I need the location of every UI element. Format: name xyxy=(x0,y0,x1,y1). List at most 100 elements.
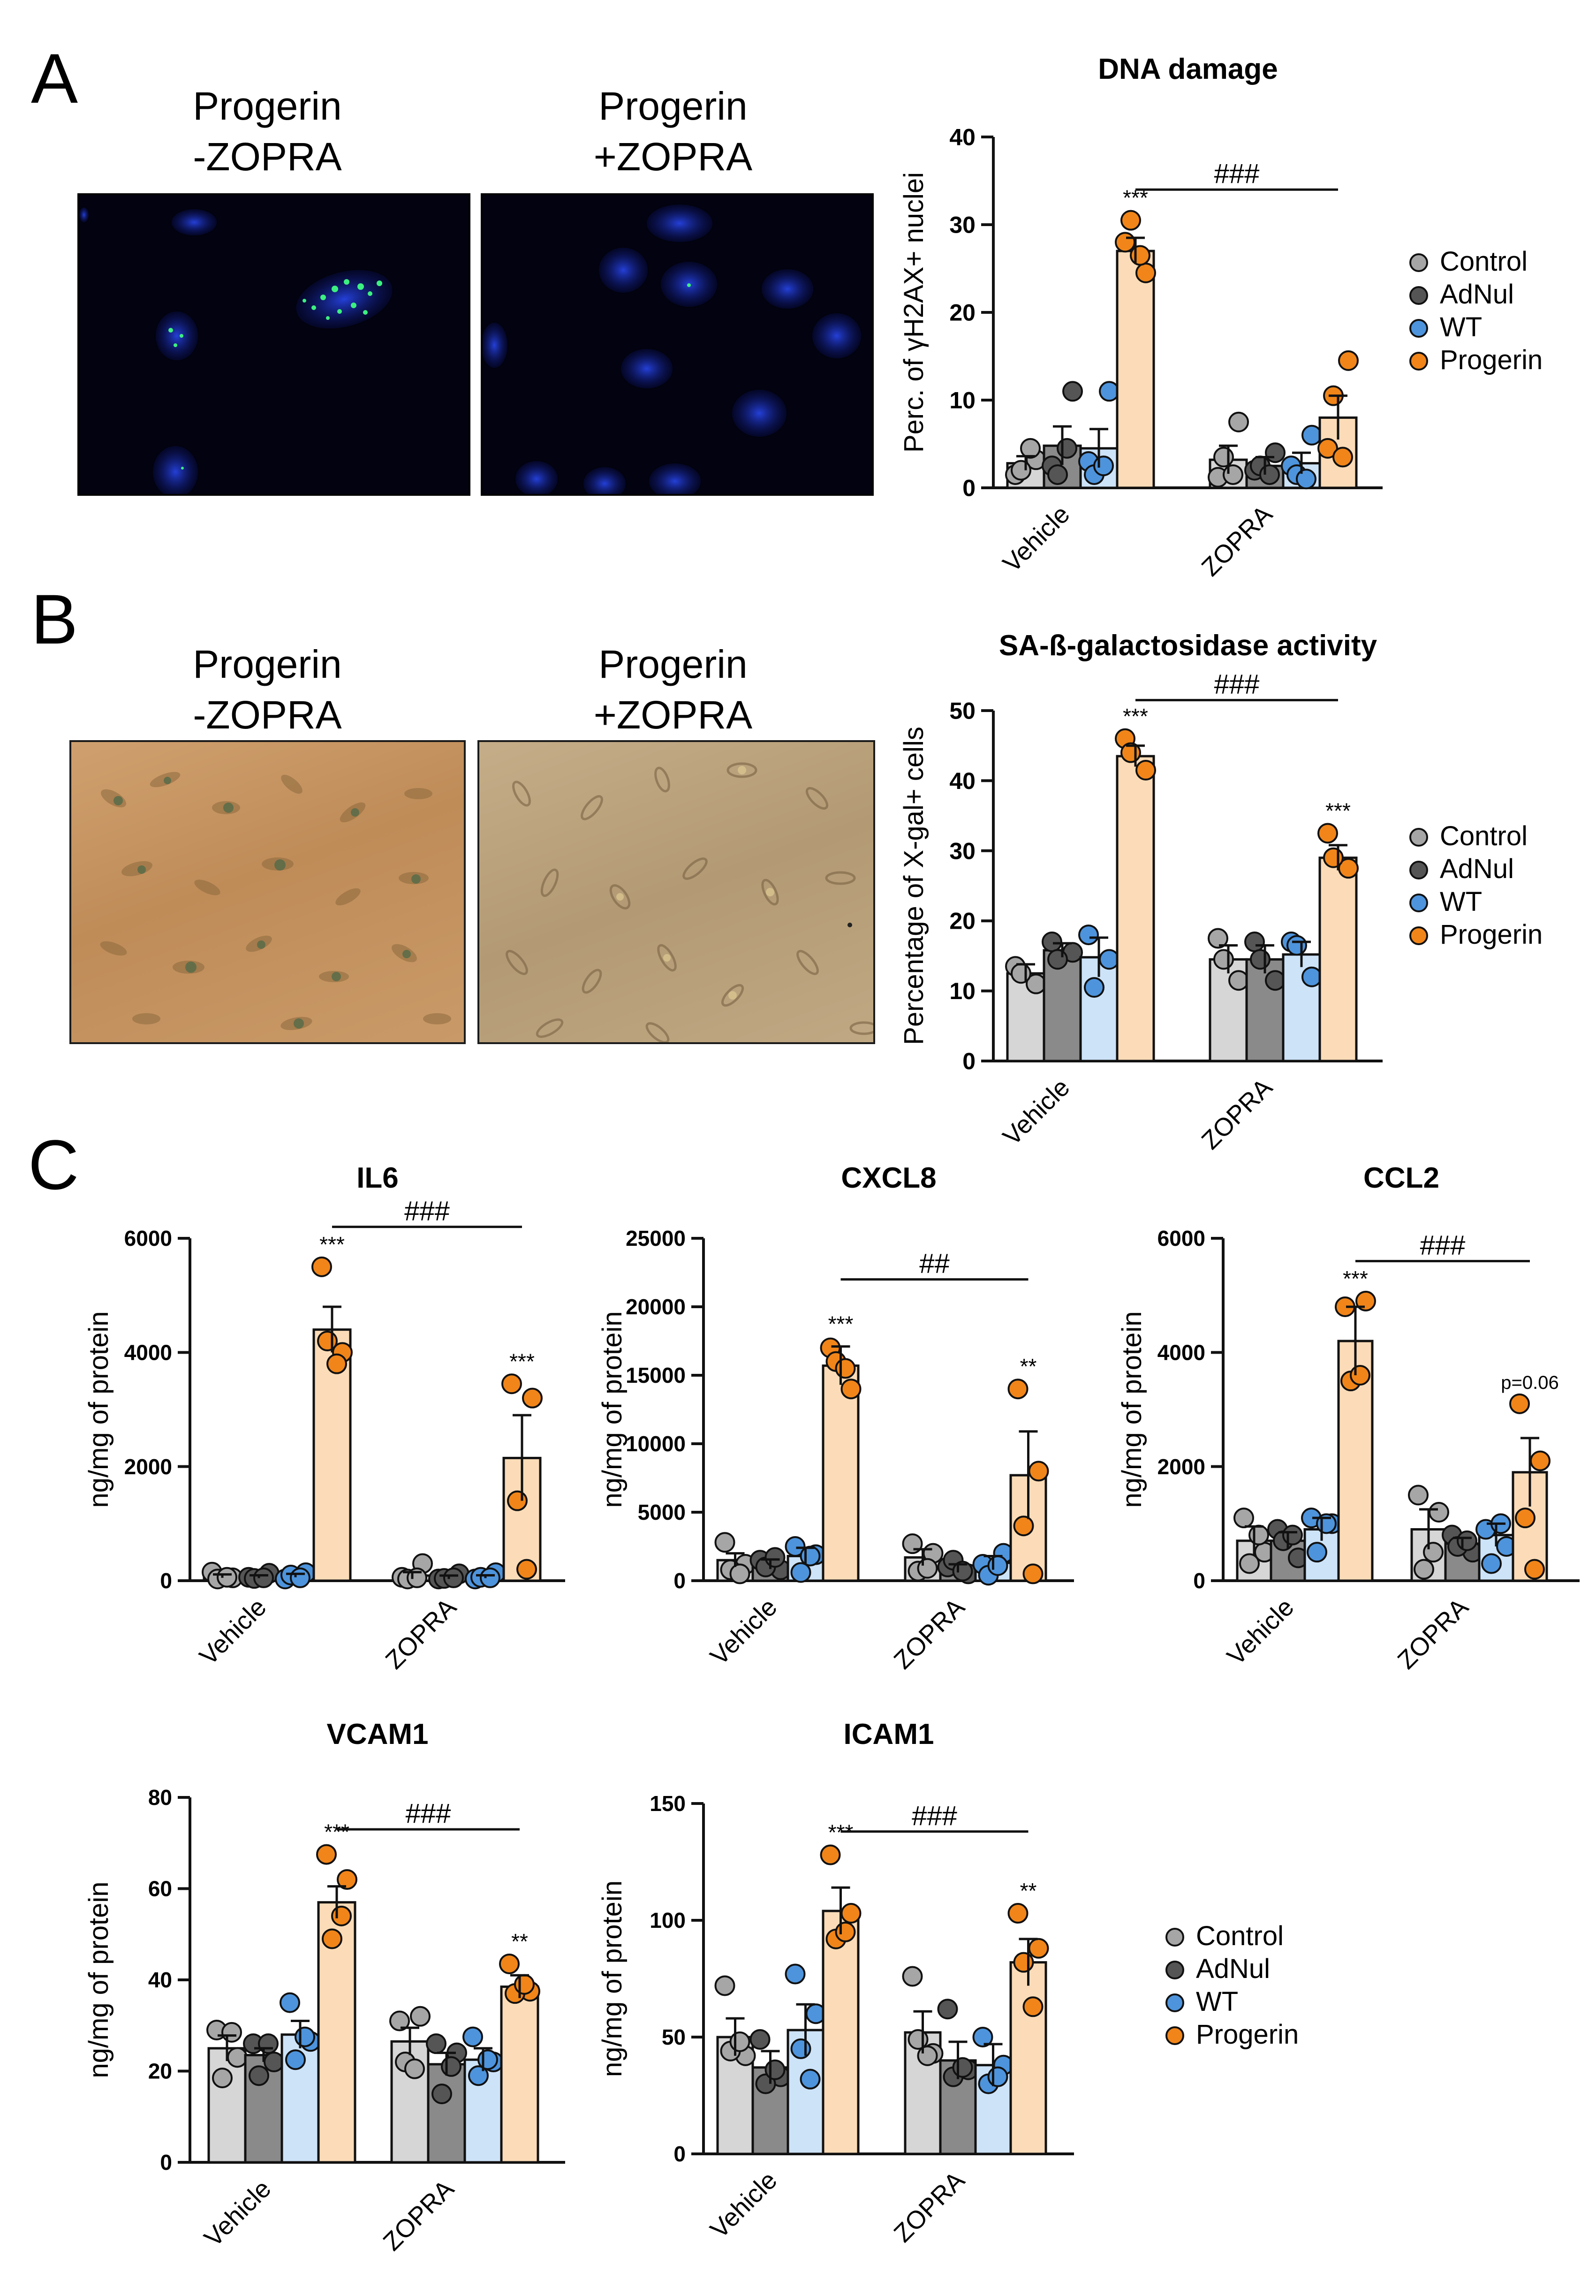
data-point xyxy=(1099,949,1119,970)
data-point xyxy=(290,1567,310,1588)
y-tick-label: 0 xyxy=(962,475,976,501)
bar-progerin-zopra xyxy=(1009,1961,1047,2155)
legend-entry-wt: WT xyxy=(1165,1986,1238,2017)
data-point xyxy=(311,1256,332,1277)
data-point xyxy=(1296,469,1316,490)
legend-label-progerin: Progerin xyxy=(1196,2019,1299,2050)
data-point xyxy=(1208,928,1228,949)
data-point xyxy=(295,2026,315,2047)
bar-adnul-zopra xyxy=(427,2063,466,2164)
chart-title: IL6 xyxy=(356,1162,399,1194)
data-point xyxy=(1301,424,1322,446)
data-point xyxy=(1013,1516,1034,1537)
data-point xyxy=(1135,759,1156,780)
panel-a-left-label-line2: -ZOPRA xyxy=(193,135,342,179)
bar-progerin-vehicle xyxy=(1116,250,1155,489)
x-tick-label-vehicle: Vehicle xyxy=(998,500,1075,578)
x-tick-label-zopra: ZOPRA xyxy=(380,1593,462,1675)
data-point xyxy=(1259,464,1280,485)
y-tick-label: 0 xyxy=(673,2142,686,2166)
data-point xyxy=(1047,949,1068,970)
panel-b-left-label-line1: Progerin xyxy=(193,642,342,686)
comparison-bracket-label: ### xyxy=(404,1196,450,1227)
legend-entry-progerin: Progerin xyxy=(1409,345,1543,375)
data-point xyxy=(729,1563,750,1584)
y-tick-label: 40 xyxy=(949,124,976,151)
data-point xyxy=(1244,932,1265,953)
panel-b-left-label: Progerin -ZOPRA xyxy=(89,639,446,740)
data-point xyxy=(1317,823,1338,844)
data-point xyxy=(764,2059,786,2080)
significance-label: *** xyxy=(509,1349,535,1373)
comparison-bracket-label: ### xyxy=(912,1801,957,1831)
data-point xyxy=(522,1387,543,1409)
x-tick-label-zopra: ZOPRA xyxy=(889,2166,970,2248)
legend-label-adnul: AdNul xyxy=(1440,279,1514,310)
data-point xyxy=(952,2057,973,2078)
chart-sa: SA-ß-galactosidase activity 0 10 20 30 40 50 Pe… xyxy=(899,629,1383,1155)
data-point xyxy=(264,2052,284,2073)
data-point xyxy=(1020,438,1041,459)
y-axis-label: ng/mg of protein xyxy=(597,1880,628,2077)
legend-label-control: Control xyxy=(1440,821,1528,851)
chart-title: DNA damage xyxy=(1098,53,1278,85)
data-point xyxy=(764,1547,786,1568)
chart-title: CXCL8 xyxy=(841,1162,936,1194)
legend-label-wt: WT xyxy=(1440,887,1482,917)
data-point xyxy=(480,1567,500,1588)
data-point xyxy=(800,2069,821,2090)
y-tick-label: 50 xyxy=(662,2025,686,2049)
legend-label-progerin: Progerin xyxy=(1440,345,1543,375)
bar-progerin-zopra xyxy=(1318,856,1358,1062)
chart-title: VCAM1 xyxy=(326,1718,428,1750)
data-point xyxy=(316,1844,337,1865)
data-point xyxy=(1135,262,1156,283)
data-point xyxy=(1481,1553,1502,1574)
data-point xyxy=(1248,1524,1269,1546)
legend-entry-wt: WT xyxy=(1409,887,1482,917)
significance-label: *** xyxy=(1343,1266,1368,1291)
data-point xyxy=(1282,1524,1303,1546)
data-point xyxy=(1042,932,1062,953)
y-tick-label: 0 xyxy=(673,1569,686,1593)
significance-label: p=0.06 xyxy=(1501,1372,1558,1393)
data-point xyxy=(221,2022,242,2043)
data-point xyxy=(322,1928,342,1949)
data-point xyxy=(937,1999,958,2020)
legend-label-control: Control xyxy=(1196,1921,1284,1951)
data-point xyxy=(1084,977,1104,998)
significance-label: *** xyxy=(828,1312,854,1336)
data-point xyxy=(1099,381,1119,402)
data-point xyxy=(1022,1996,1044,2017)
data-point xyxy=(1233,1508,1254,1529)
significance-label: ** xyxy=(511,1929,528,1954)
data-point xyxy=(331,1905,352,1926)
significance-label: ** xyxy=(1020,1354,1037,1379)
legend-label-control: Control xyxy=(1440,246,1528,277)
y-tick-label: 80 xyxy=(148,1785,172,1810)
data-point xyxy=(227,2047,248,2068)
significance-label: *** xyxy=(324,1820,349,1844)
bar-progerin-vehicle xyxy=(312,1328,352,1582)
y-tick-label: 0 xyxy=(160,2150,172,2175)
chart-title: CCL2 xyxy=(1363,1162,1439,1194)
legend-entry-progerin: Progerin xyxy=(1409,919,1543,950)
chart-il6: IL6 0 2000 4000 6000 ng/mg of protein Vehicle Z… xyxy=(83,1162,565,1675)
data-point xyxy=(987,1555,1008,1576)
micrograph-progerin-minus-zopra-fluorescence xyxy=(77,193,470,496)
y-tick-label: 50 xyxy=(949,698,976,724)
data-point xyxy=(514,1974,535,1995)
data-point xyxy=(1057,438,1077,459)
data-point xyxy=(499,1953,520,1974)
data-point xyxy=(835,1921,856,1942)
legend-label-adnul: AdNul xyxy=(1440,854,1514,884)
data-point xyxy=(1213,949,1234,970)
data-point xyxy=(431,2084,452,2105)
y-tick-label: 40 xyxy=(949,768,976,794)
y-tick-label: 25000 xyxy=(626,1226,686,1250)
data-point xyxy=(1250,949,1271,970)
panel-b-right-label-line1: Progerin xyxy=(598,642,748,686)
data-point xyxy=(1028,1938,1049,1959)
data-point xyxy=(714,1532,735,1553)
legend-entry-progerin: Progerin xyxy=(1165,2019,1299,2050)
